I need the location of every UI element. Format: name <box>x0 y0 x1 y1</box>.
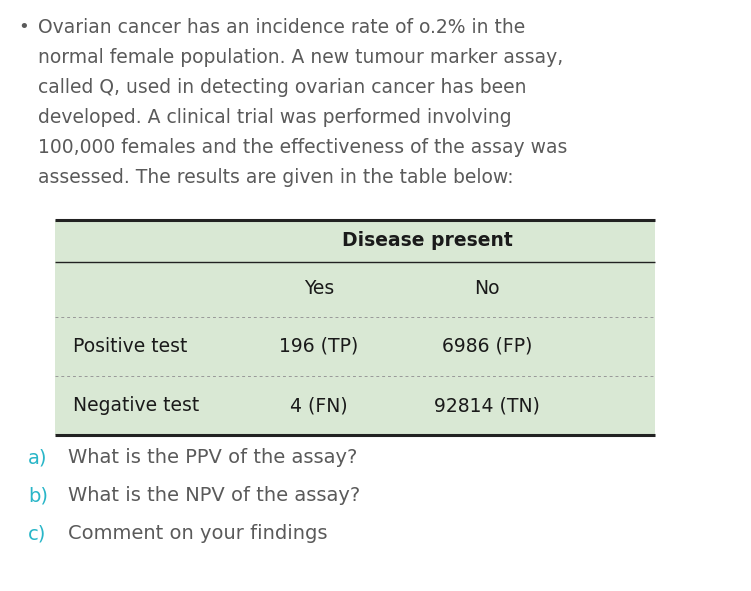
Text: 4 (FN): 4 (FN) <box>290 396 348 415</box>
Text: 100,000 females and the effectiveness of the assay was: 100,000 females and the effectiveness of… <box>38 138 567 157</box>
Text: No: No <box>474 280 499 298</box>
Text: assessed. The results are given in the table below:: assessed. The results are given in the t… <box>38 168 514 187</box>
Text: Ovarian cancer has an incidence rate of o.2% in the: Ovarian cancer has an incidence rate of … <box>38 18 525 37</box>
Text: a): a) <box>28 448 47 467</box>
Text: Negative test: Negative test <box>73 396 199 415</box>
Text: Positive test: Positive test <box>73 337 188 356</box>
Text: Disease present: Disease present <box>342 232 512 251</box>
Text: c): c) <box>28 524 47 543</box>
Text: Yes: Yes <box>304 280 334 298</box>
Text: What is the PPV of the assay?: What is the PPV of the assay? <box>68 448 357 467</box>
Text: b): b) <box>28 486 48 505</box>
Text: Comment on your findings: Comment on your findings <box>68 524 327 543</box>
Text: developed. A clinical trial was performed involving: developed. A clinical trial was performe… <box>38 108 511 127</box>
Text: 6986 (FP): 6986 (FP) <box>442 337 532 356</box>
Text: normal female population. A new tumour marker assay,: normal female population. A new tumour m… <box>38 48 563 67</box>
FancyBboxPatch shape <box>55 220 655 435</box>
Text: called Q, used in detecting ovarian cancer has been: called Q, used in detecting ovarian canc… <box>38 78 526 97</box>
Text: •: • <box>18 18 29 36</box>
Text: 196 (TP): 196 (TP) <box>279 337 359 356</box>
Text: What is the NPV of the assay?: What is the NPV of the assay? <box>68 486 360 505</box>
Text: 92814 (TN): 92814 (TN) <box>434 396 540 415</box>
